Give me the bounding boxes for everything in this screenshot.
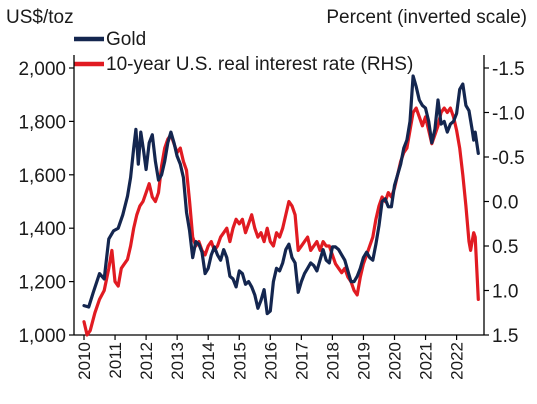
- left-tick-label: 1,000: [18, 326, 66, 347]
- x-tick-label: 2019: [354, 342, 373, 380]
- x-tick-label: 2015: [230, 342, 249, 380]
- x-tick-label: 2020: [386, 342, 405, 380]
- legend-label-gold: Gold: [106, 29, 146, 50]
- x-tick-label: 2022: [448, 342, 467, 380]
- right-tick-label: 0.0: [492, 193, 518, 214]
- left-tick-label: 1,200: [18, 273, 66, 294]
- left-tick-label: 1,600: [18, 166, 66, 187]
- real-rate-series-line: [82, 106, 480, 337]
- x-axis-ticks: 2010 2011 2012 2013 2014 2015 2016 2017 2018 2019…: [75, 335, 467, 380]
- x-tick-label: 2011: [106, 342, 125, 379]
- right-tick-label: 0.5: [492, 237, 518, 258]
- series-layer: [82, 74, 480, 337]
- right-axis-ticks: 1.5 1.0 0.5 0.0 -0.5 -1.0 -1.5: [484, 59, 525, 347]
- x-tick-label: 2010: [75, 342, 94, 380]
- x-tick-label: 2012: [137, 342, 156, 380]
- right-tick-label: -1.5: [492, 59, 525, 80]
- left-axis-unit-label: US$/toz: [6, 7, 74, 28]
- x-tick-label: 2016: [261, 342, 280, 380]
- left-axis-ticks: 1,000 1,200 1,400 1,600 1,800 2,000: [18, 59, 74, 347]
- left-tick-label: 1,400: [18, 219, 66, 240]
- left-tick-label: 1,800: [18, 112, 66, 133]
- legend-label-real-rate: 10-year U.S. real interest rate (RHS): [106, 54, 413, 75]
- legend: Gold 10-year U.S. real interest rate (RH…: [74, 29, 413, 75]
- right-tick-label: 1.5: [492, 326, 518, 347]
- x-tick-label: 2013: [168, 342, 187, 380]
- x-tick-label: 2018: [323, 342, 342, 380]
- x-tick-label: 2021: [417, 342, 436, 380]
- x-tick-label: 2017: [292, 342, 311, 380]
- x-tick-label: 2014: [199, 342, 218, 380]
- gold-series-line: [82, 74, 480, 316]
- right-tick-label: -0.5: [492, 148, 525, 169]
- right-tick-label: 1.0: [492, 282, 518, 303]
- right-axis-unit-label: Percent (inverted scale): [326, 7, 527, 28]
- right-tick-label: -1.0: [492, 104, 525, 125]
- left-tick-label: 2,000: [18, 59, 66, 80]
